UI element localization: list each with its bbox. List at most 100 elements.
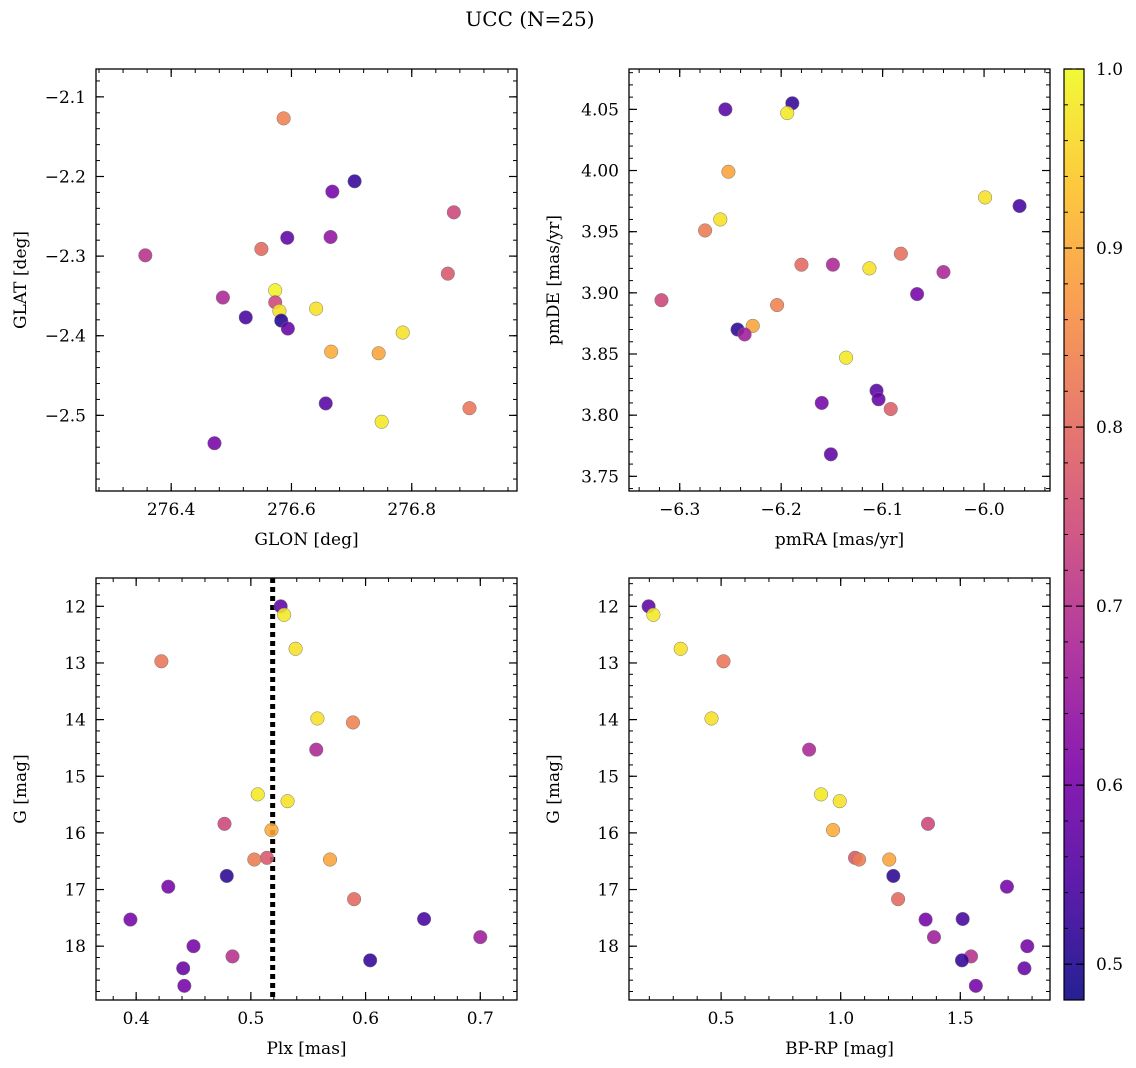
y-axis-label: G [mag] [11, 754, 31, 823]
scatter-point [936, 264, 951, 280]
ticks-glon-glat: 276.4 276.6 276.8 −2.1 −2.2 −2.3 −2.4 −2.5 [45, 69, 517, 520]
scatter-point [186, 939, 201, 954]
scatter-point [345, 715, 361, 730]
scatter-point [374, 414, 389, 429]
scatter-point [325, 184, 340, 199]
scatter-point [161, 879, 176, 894]
scatter-point [177, 978, 192, 993]
scatter-point [673, 641, 688, 656]
panel-plx-g: 0.4 0.5 0.6 0.7 12 13 14 15 16 17 18 Plx [mas] G [ma… [11, 577, 518, 1059]
x-tick-label: 0.5 [708, 1009, 735, 1029]
panel-glon-glat: 276.4 276.6 276.8 −2.1 −2.2 −2.3 −2.4 −2.5 GLON … [11, 68, 518, 550]
y-tick-label: −2.2 [45, 167, 86, 187]
axes-frame [628, 577, 1051, 1001]
scatter-point [832, 794, 847, 809]
scatter-point [417, 911, 432, 927]
scatter-point [882, 852, 897, 867]
scatter-point [852, 852, 867, 867]
scatter-point [363, 953, 378, 968]
scatter-point [883, 401, 898, 417]
y-tick-label: 13 [597, 654, 619, 674]
x-tick-label: 276.4 [147, 500, 196, 520]
axes-frame [95, 68, 518, 492]
y-tick-label: 16 [64, 824, 86, 844]
points-glon-glat [138, 111, 477, 451]
scatter-point [268, 283, 283, 298]
y-tick-label: −2.4 [45, 327, 86, 347]
scatter-point [215, 290, 230, 305]
scatter-point [654, 293, 669, 308]
y-tick-label: 4.05 [581, 100, 619, 120]
y-tick-label: −2.1 [45, 88, 86, 108]
scatter-point [713, 212, 728, 227]
scatter-point [247, 852, 262, 867]
x-axis-label: BP-RP [mag] [785, 1039, 894, 1059]
scatter-point [823, 447, 838, 462]
scatter-point [920, 816, 936, 831]
scatter-point [462, 401, 477, 416]
x-tick-label: 276.6 [267, 500, 316, 520]
scatter-point [718, 102, 733, 117]
y-axis-label: pmDE [mas/yr] [544, 215, 564, 345]
x-tick-label: −6.3 [659, 500, 700, 520]
x-axis-label: GLON [deg] [254, 530, 358, 550]
scatter-point [276, 111, 291, 126]
scatter-point [839, 350, 854, 365]
y-tick-label: 17 [597, 881, 619, 901]
scatter-point [926, 930, 942, 945]
y-tick-label: 14 [597, 711, 619, 731]
colorbar-tick-label: 0.8 [1096, 418, 1123, 438]
scatter-point [154, 654, 169, 669]
y-tick-label: −2.5 [45, 406, 86, 426]
scatter-point [737, 327, 752, 342]
x-tick-label: 0.7 [467, 1009, 494, 1029]
ticks-plx-g: 0.4 0.5 0.6 0.7 12 13 14 15 16 17 18 [64, 578, 517, 1029]
points-plx-g [123, 599, 488, 993]
y-tick-label: 3.95 [581, 223, 619, 243]
scatter-point [1017, 961, 1032, 976]
scatter-point [473, 930, 488, 945]
scatter-point [954, 953, 970, 968]
colorbar-tick-label: 1.0 [1096, 60, 1123, 80]
scatter-point [780, 105, 795, 121]
panel-bprp-g: 0.5 1.0 1.5 12 13 14 15 16 17 18 BP-RP [mag] G [mag… [544, 577, 1051, 1059]
x-tick-label: 0.4 [123, 1009, 150, 1029]
y-tick-label: 15 [64, 767, 86, 787]
scatter-point [347, 892, 362, 907]
scatter-point [646, 607, 661, 622]
scatter-point [123, 912, 138, 927]
x-tick-label: 0.6 [352, 1009, 379, 1029]
scatter-point [999, 879, 1014, 894]
panels: 276.4 276.6 276.8 −2.1 −2.2 −2.3 −2.4 −2.5 GLON … [11, 68, 1051, 1059]
x-tick-label: 1.0 [827, 1009, 854, 1029]
x-axis-label: pmRA [mas/yr] [775, 530, 904, 550]
y-axis-label: GLAT [deg] [11, 231, 31, 329]
scatter-point [250, 787, 265, 802]
scatter-point [318, 396, 333, 411]
y-tick-label: 16 [597, 824, 619, 844]
colorbar-tick-label: 0.9 [1096, 239, 1123, 259]
x-axis-label: Plx [mas] [266, 1039, 346, 1059]
scatter-point [217, 816, 232, 831]
colorbar-tick-label: 0.5 [1096, 955, 1123, 975]
scatter-point [238, 310, 253, 325]
scatter-point [264, 823, 279, 838]
points-pmra-pmde [654, 96, 1027, 462]
y-tick-label: 3.85 [581, 345, 619, 365]
scatter-point [347, 174, 362, 189]
scatter-point [698, 223, 713, 238]
scatter-point [891, 892, 906, 907]
scatter-point [322, 852, 338, 867]
x-tick-label: 0.5 [237, 1009, 264, 1029]
scatter-point [138, 248, 153, 263]
points-bprp-g [641, 599, 1035, 993]
scatter-point [770, 298, 785, 313]
scatter-point [862, 261, 877, 276]
scatter-point [825, 823, 841, 838]
ticks-bprp-g: 0.5 1.0 1.5 12 13 14 15 16 17 18 [597, 578, 1050, 1029]
scatter-point [395, 325, 410, 340]
x-tick-label: −6.1 [862, 500, 903, 520]
scatter-point [225, 949, 240, 964]
